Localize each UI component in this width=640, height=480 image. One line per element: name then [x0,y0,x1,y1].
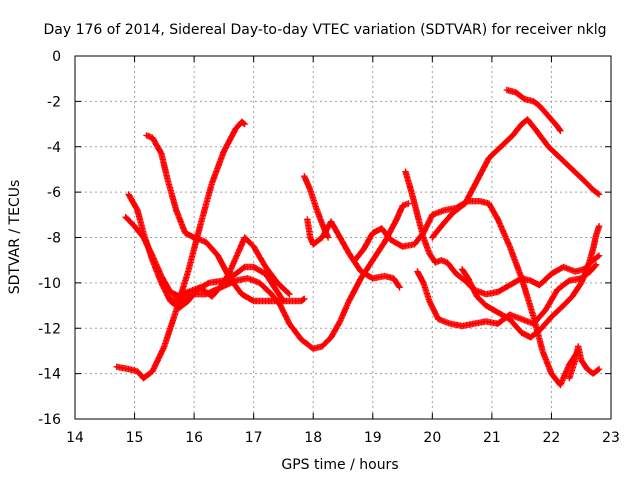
series-track-g [301,173,332,241]
series-markers [122,213,293,300]
series-track-d [122,213,293,300]
series-track-l [503,86,564,135]
data-markers [113,86,603,389]
x-tick-label: 17 [245,430,263,446]
series-markers [566,343,603,382]
series-markers [402,168,603,298]
y-tick-label: -4 [47,140,61,156]
x-tick-label: 15 [126,430,144,446]
x-axis-label: GPS time / hours [281,457,398,473]
series-markers [351,198,582,389]
y-tick-label: -10 [38,276,61,292]
x-tick-label: 20 [423,430,441,446]
y-tick-label: -2 [47,94,61,110]
y-tick-label: -14 [38,367,61,383]
series-markers [301,173,332,241]
axis-ticks: 14 15 16 17 18 19 20 21 22 23 0 -2 -4 -6 -8 -10 -12 -14 -1… [38,49,620,446]
series-markers [304,216,403,291]
series-track-h [351,198,582,389]
chart-title: Day 176 of 2014, Sidereal Day-to-day VTE… [44,22,607,38]
series-track-j [414,261,600,330]
series-track-n [566,343,603,382]
series-track-m [458,223,603,341]
x-tick-label: 23 [602,430,620,446]
y-tick-label: -12 [38,321,61,337]
x-tick-label: 18 [304,430,322,446]
x-tick-label: 22 [543,430,561,446]
series-track-i [402,168,603,298]
series-track-f [304,216,403,291]
series-track-k [429,116,603,241]
series-markers [113,118,248,382]
x-tick-label: 19 [364,430,382,446]
x-tick-label: 16 [185,430,203,446]
y-tick-label: -16 [38,412,61,428]
series-markers [458,223,603,341]
y-tick-label: -8 [47,231,61,247]
series-markers [429,116,603,241]
y-tick-label: 0 [52,49,61,65]
x-tick-label: 21 [483,430,501,446]
series-markers [414,261,600,330]
y-axis-label: SDTVAR / TECUs [7,180,23,295]
series-track-a [113,118,248,382]
y-tick-label: -6 [47,185,61,201]
series-markers [503,86,564,135]
x-tick-label: 14 [66,430,84,446]
